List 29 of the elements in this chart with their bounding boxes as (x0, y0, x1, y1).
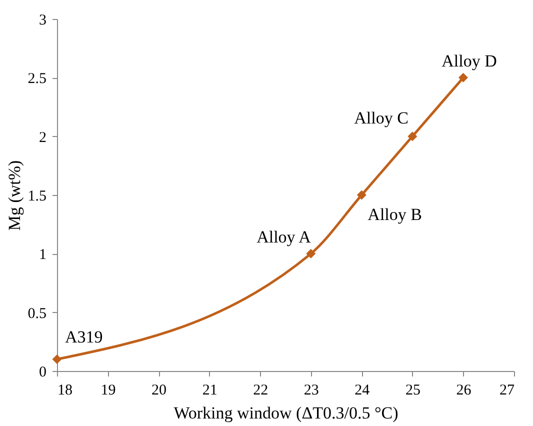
x-tick-label: 21 (202, 382, 218, 398)
y-tick-label: 0.5 (28, 306, 46, 322)
y-tick-label: 2 (39, 130, 46, 146)
point (306, 248, 316, 258)
annotation: Alloy C (354, 108, 408, 128)
y-tick-label: 1 (39, 247, 46, 264)
x-tick-label: 20 (152, 382, 167, 398)
y-tick-label: 1.5 (28, 188, 46, 204)
annotation: Alloy A (256, 228, 312, 247)
point (458, 72, 468, 82)
annotation: Alloy D (442, 52, 497, 71)
x-axis-title: Working window (ΔT0.3/0.5 °C) (174, 404, 398, 422)
x-tick-label: 23 (304, 382, 319, 398)
x-tick-label: 25 (405, 382, 420, 398)
x-tick-label: 18 (58, 382, 72, 398)
annotation: Alloy B (368, 205, 422, 224)
annotation: A319 (65, 327, 103, 346)
point (52, 354, 62, 364)
y-axis-title: Mg (wt%) (4, 160, 24, 231)
x-tick-label: 22 (253, 382, 268, 398)
y-tick-label: 0 (39, 364, 46, 380)
y-tick-label: 3 (39, 12, 46, 28)
y-tick-label: 2.5 (28, 71, 46, 88)
x-tick-label: 19 (100, 382, 116, 398)
point (408, 132, 418, 142)
x-tick-label: 26 (456, 382, 472, 398)
point (356, 190, 366, 200)
x-tick-label: 24 (354, 382, 370, 398)
x-tick-label: 27 (500, 382, 515, 398)
